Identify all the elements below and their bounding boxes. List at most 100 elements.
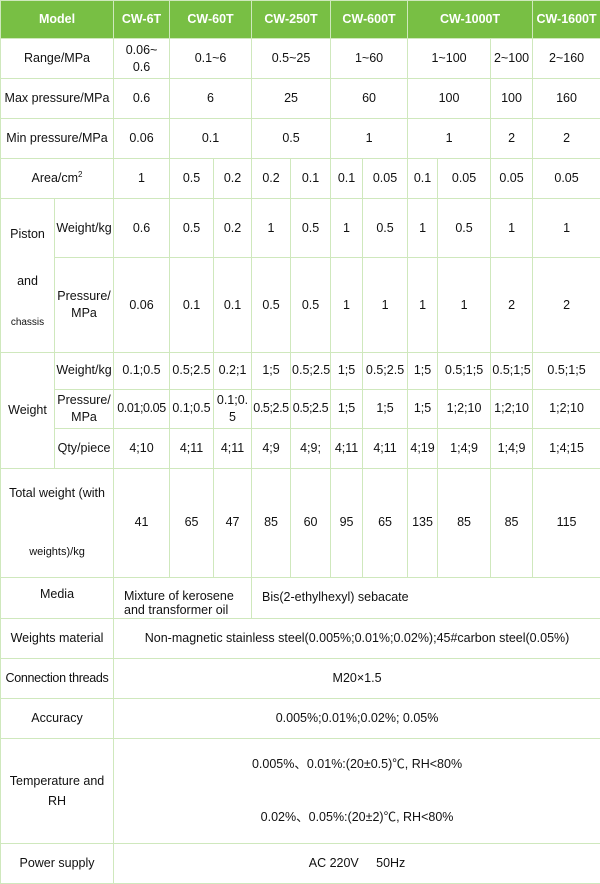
sub-label: Qty/piece (55, 428, 114, 468)
cell: 0.5;2.5 (170, 352, 214, 389)
sub-label: Weight/kg (55, 199, 114, 258)
cell: 1;5 (331, 389, 363, 428)
row-label: Min pressure/MPa (1, 119, 114, 159)
cell: 1 (114, 159, 170, 199)
cell: 1 (408, 199, 438, 258)
cell: 4;11 (214, 428, 252, 468)
cell: 0.5;1;5 (533, 352, 600, 389)
cell: 0.2;1 (214, 352, 252, 389)
cell: 0.05 (491, 159, 533, 199)
cell: 41 (114, 468, 170, 577)
cell: AC 220V 50Hz (114, 844, 600, 884)
cell: 0.2 (252, 159, 291, 199)
header-row: Model CW-6T CW-60T CW-250T CW-600T CW-10… (1, 1, 600, 39)
cell: 0.005%、0.01%:(20±0.5)℃, RH<80% 0.02%、0.0… (114, 738, 600, 843)
cell: 0.1 (170, 119, 252, 159)
cell: 95 (331, 468, 363, 577)
cell: 1 (408, 258, 438, 352)
row-label: Range/MPa (1, 39, 114, 79)
cell: 1 (331, 199, 363, 258)
cell: 1;4;9 (491, 428, 533, 468)
cell: 1;5 (408, 352, 438, 389)
weight-qty-row: Qty/piece 4;10 4;11 4;11 4;9 4;9; 4;11 4… (1, 428, 600, 468)
range-row: Range/MPa 0.06~ 0.6 0.1~6 0.5~25 1~60 1~… (1, 39, 600, 79)
cell: 0.5 (291, 199, 331, 258)
row-label: Accuracy (1, 698, 114, 738)
cell: 0.6 (114, 79, 170, 119)
cell: 0.5;2.5 (252, 389, 291, 428)
accuracy-row: Accuracy 0.005%;0.01%;0.02%; 0.05% (1, 698, 600, 738)
min-pressure-row: Min pressure/MPa 0.06 0.1 0.5 1 1 2 2 (1, 119, 600, 159)
cell: 1;4;9 (438, 428, 491, 468)
cell: 0.1 (170, 258, 214, 352)
cell: 0.1 (291, 159, 331, 199)
cell: 0.06~ 0.6 (114, 39, 170, 79)
cell: 0.5;1;5 (438, 352, 491, 389)
header-cw-6t: CW-6T (114, 1, 170, 39)
cell: 0.5 (438, 199, 491, 258)
cell: 65 (363, 468, 408, 577)
cell: 2~100 (491, 39, 533, 79)
cell: 0.5 (252, 258, 291, 352)
cell: 6 (170, 79, 252, 119)
cell: 65 (170, 468, 214, 577)
connection-row: Connection threads M20×1.5 (1, 658, 600, 698)
cell: 1~100 (408, 39, 491, 79)
cell: 4;10 (114, 428, 170, 468)
piston-label-1: Piston (2, 223, 53, 247)
row-label: Connection threads (1, 658, 114, 698)
header-cw-600t: CW-600T (331, 1, 408, 39)
cell: 1 (491, 199, 533, 258)
cell: 1 (252, 199, 291, 258)
cell: 85 (491, 468, 533, 577)
cell: 115 (533, 468, 600, 577)
cell: 1;5 (363, 389, 408, 428)
cell: 1;2;10 (491, 389, 533, 428)
cell: 0.5;2.5 (363, 352, 408, 389)
cell: 160 (533, 79, 600, 119)
cell: 0.1;0. 5 (214, 389, 252, 428)
row-label: Media (1, 577, 114, 618)
cell: 2 (533, 258, 600, 352)
weight-weight-row: Weight Weight/kg 0.1;0.5 0.5;2.5 0.2;1 1… (1, 352, 600, 389)
cell: 0.5~25 (252, 39, 331, 79)
cell: 0.2 (214, 199, 252, 258)
cell: 1 (363, 258, 408, 352)
temperature-row: Temperature and RH 0.005%、0.01%:(20±0.5)… (1, 738, 600, 843)
cell: 0.05 (438, 159, 491, 199)
cell: 0.05 (363, 159, 408, 199)
total-label-1: Total weight (with (2, 485, 112, 502)
cell: 2 (491, 258, 533, 352)
cell: 4;19 (408, 428, 438, 468)
cell: 1 (331, 119, 408, 159)
cell: 0.5;2.5 (291, 389, 331, 428)
cell: 0.06 (114, 119, 170, 159)
cell: 0.5 (170, 159, 214, 199)
header-model: Model (1, 1, 114, 39)
total-weight-row: Total weight (with weights)/kg 41 65 47 … (1, 468, 600, 577)
media-kerosene: Mixture of kerosene and transformer oil (114, 577, 252, 618)
cell: 0.1 (331, 159, 363, 199)
row-label: Max pressure/MPa (1, 79, 114, 119)
header-cw-1000t: CW-1000T (408, 1, 533, 39)
cell: 1;5 (331, 352, 363, 389)
cell: 1~60 (331, 39, 408, 79)
cell: 60 (291, 468, 331, 577)
row-label: Power supply (1, 844, 114, 884)
cell: 2 (491, 119, 533, 159)
weight-label: Weight (1, 352, 55, 468)
cell: 47 (214, 468, 252, 577)
cell: 0.05 (533, 159, 600, 199)
piston-pressure-row: Pressure/ MPa 0.06 0.1 0.1 0.5 0.5 1 1 1… (1, 258, 600, 352)
cell: 0.01;0.05 (114, 389, 170, 428)
cell: 1;5 (252, 352, 291, 389)
header-cw-1600t: CW-1600T (533, 1, 600, 39)
cell: 0.1;0.5 (170, 389, 214, 428)
weight-pressure-row: Pressure/ MPa 0.01;0.05 0.1;0.5 0.1;0. 5… (1, 389, 600, 428)
cell: 4;11 (170, 428, 214, 468)
cell: 1 (533, 199, 600, 258)
cell: 0.5 (291, 258, 331, 352)
cell: Non-magnetic stainless steel(0.005%;0.01… (114, 618, 600, 658)
cell: 1;2;10 (533, 389, 600, 428)
sub-label: Pressure/ MPa (55, 258, 114, 352)
